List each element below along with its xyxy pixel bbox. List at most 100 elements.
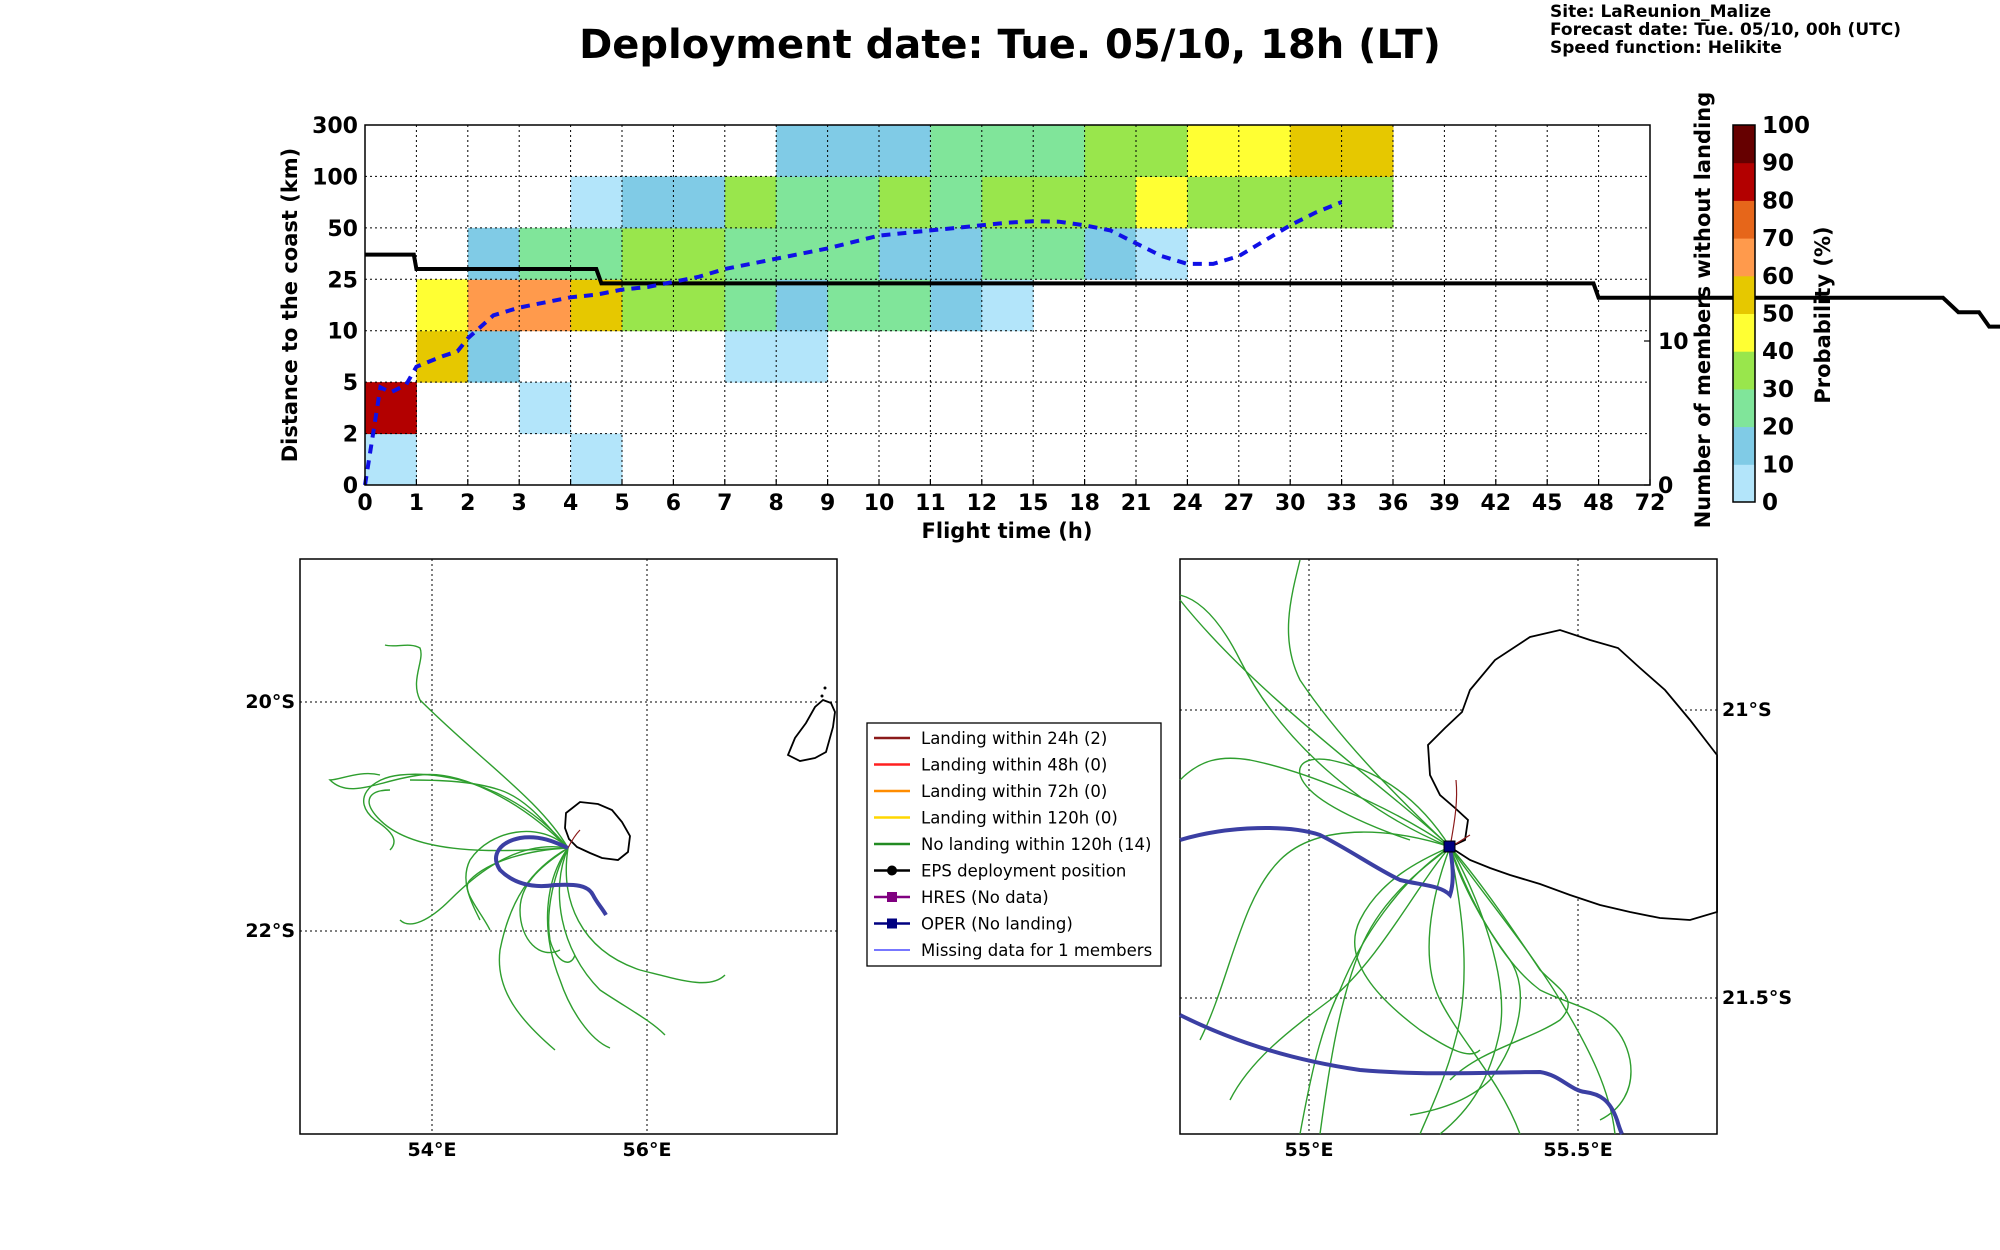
colorbar-swatch: [1733, 125, 1755, 164]
legend-label: OPER (No landing): [921, 915, 1073, 934]
heatmap-cell: [1187, 176, 1240, 229]
x-tick-label: 3: [512, 491, 527, 516]
map-coordinate-label: 55°E: [1285, 1139, 1334, 1161]
y-tick-label: 50: [327, 217, 358, 242]
forecast-date-label: Forecast date: Tue. 05/10, 00h (UTC): [1550, 20, 1901, 40]
legend-label: Missing data for 1 members: [921, 941, 1152, 960]
colorbar-swatch: [1733, 351, 1755, 390]
x-tick-label: 45: [1532, 491, 1563, 516]
heatmap-cell: [827, 176, 880, 229]
legend-label: No landing within 120h (14): [921, 835, 1151, 854]
probability-colorbar: 0 10 20 30 40 50 60 70 80 90 100 Probability (%): [1732, 113, 1835, 516]
oper-trajectory-zoom: [1179, 826, 1455, 899]
mauritius-coastline: [786, 698, 836, 762]
colorbar-tick-label: 80: [1762, 188, 1794, 214]
colorbar-swatch: [1733, 275, 1755, 314]
colorbar-swatch: [1733, 200, 1755, 239]
colorbar-tick-label: 0: [1762, 490, 1778, 516]
colorbar-swatch: [1733, 426, 1755, 465]
heatmap-cell: [1136, 176, 1188, 229]
heatmap-cell: [1290, 125, 1343, 177]
y-tick-label: 5: [343, 371, 358, 396]
heatmap-cell: [879, 279, 931, 332]
legend-label: Landing within 72h (0): [921, 782, 1107, 801]
x-tick-label: 6: [666, 491, 681, 516]
heatmap-cell: [879, 125, 931, 177]
x-axis-label: Flight time (h): [922, 519, 1093, 543]
legend-item: HRES (No data): [874, 888, 1049, 907]
legend-label: EPS deployment position: [921, 862, 1126, 881]
legend-label: HRES (No data): [921, 888, 1049, 907]
heatmap-cell: [776, 330, 829, 383]
probability-heatmap: 0 1 2 3 4 5 6 7 8 9 10 11 12 15 18 21 24 27 30 33 36 39 42 45 48…: [278, 92, 2000, 543]
y2-tick-label: 10: [1658, 330, 1689, 355]
heatmap-cell: [365, 433, 417, 486]
x-tick-label: 18: [1069, 491, 1100, 516]
map-coordinate-label: 55.5°E: [1543, 1139, 1612, 1161]
colorbar-swatch: [1733, 313, 1755, 352]
heatmap-cell: [1341, 125, 1394, 177]
map-coordinate-label: 21°S: [1722, 699, 1772, 721]
x-tick-label: 1: [409, 491, 424, 516]
legend-item: Landing within 48h (0): [874, 756, 1107, 775]
legend-item: Missing data for 1 members: [874, 941, 1152, 960]
heatmap-grid: [365, 125, 1650, 485]
heatmap-cell: [776, 279, 829, 332]
colorbar-tick-label: 70: [1762, 226, 1794, 252]
map-coordinate-label: 20°S: [245, 691, 295, 713]
y-tick-label: 25: [327, 268, 358, 293]
x-tick-label: 27: [1223, 491, 1254, 516]
heatmap-cell: [827, 279, 880, 332]
heatmap-cell: [519, 382, 572, 435]
x-tick-label: 15: [1018, 491, 1049, 516]
right-map-lat-labels: 21°S 21.5°S: [1722, 699, 1792, 1009]
heatmap-cell: [673, 279, 726, 332]
colorbar-swatch: [1733, 388, 1755, 428]
legend-label: Landing within 24h (2): [921, 729, 1107, 748]
legend-item: Landing within 24h (2): [874, 729, 1107, 748]
heatmap-cell: [365, 382, 417, 435]
heatmap-cell: [673, 176, 726, 229]
heatmap-cell: [416, 279, 469, 332]
heatmap-cell: [981, 279, 1034, 332]
heatmap-cell: [724, 279, 777, 332]
x-tick-label: 12: [966, 491, 997, 516]
x-tick-label: 30: [1275, 491, 1306, 516]
heatmap-cell: [1187, 125, 1240, 177]
y2-tick-label: 0: [1658, 474, 1673, 499]
heatmap-cell: [1136, 125, 1188, 177]
heatmap-cell: [930, 279, 983, 332]
legend-label: Landing within 120h (0): [921, 809, 1118, 828]
right-map-lon-labels: 55°E 55.5°E: [1285, 1139, 1613, 1161]
heatmap-cell: [467, 279, 520, 332]
heatmap-cell: [570, 176, 623, 229]
legend-item: No landing within 120h (14): [874, 835, 1151, 854]
x-tick-label: 42: [1480, 491, 1511, 516]
legend-label: Landing within 48h (0): [921, 756, 1107, 775]
heatmap-cell: [776, 227, 829, 280]
legend-item: OPER (No landing): [874, 915, 1073, 934]
heatmap-cell: [1033, 125, 1086, 177]
y2-tick-labels: 0 10: [1644, 330, 1689, 499]
colorbar-tick-label: 50: [1762, 302, 1794, 328]
heatmap-cell: [570, 433, 623, 486]
x-tick-label: 11: [915, 491, 946, 516]
colorbar-tick-label: 30: [1762, 377, 1794, 403]
heatmap-cell: [930, 176, 983, 229]
heatmap-cells: [365, 125, 1394, 486]
heatmap-cell: [1033, 227, 1086, 280]
heatmap-cell: [1341, 176, 1394, 229]
colorbar-swatch: [1733, 162, 1755, 201]
reunion-coastline: [564, 801, 631, 861]
figure-title: Deployment date: Tue. 05/10, 18h (LT): [579, 22, 1441, 68]
heatmap-cell: [622, 176, 674, 229]
x-tick-label: 9: [820, 491, 835, 516]
y2-axis-label: Number of members without landing: [1691, 92, 1715, 529]
colorbar-swatch: [1733, 464, 1755, 503]
x-tick-label: 24: [1172, 491, 1203, 516]
heatmap-cell: [724, 330, 777, 383]
colorbar-swatch: [1733, 238, 1755, 277]
x-tick-labels: 0 1 2 3 4 5 6 7 8 9 10 11 12 15 18 21 24 27 30 33 36 39 42 45 48…: [357, 479, 1665, 516]
